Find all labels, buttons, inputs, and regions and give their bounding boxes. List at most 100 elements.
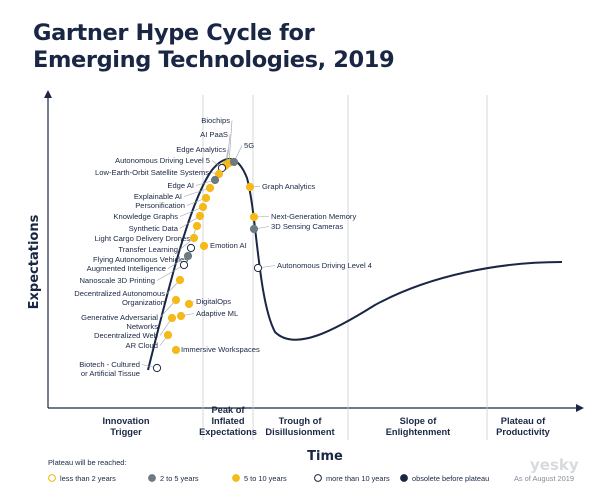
legend-swatch [48, 474, 56, 482]
tech-label: Edge Analytics [176, 145, 226, 154]
tech-synthetic-data: Synthetic Data [129, 211, 205, 233]
hype-curve [147, 158, 563, 371]
phase-3: Trough of Disillusionment [265, 416, 334, 437]
phase-labels: Innovation Trigger Peak of Inflated Expectat… [103, 405, 551, 437]
tech-label: Biotech - Cultured or Artificial Tissue [79, 360, 140, 378]
tech-label: Explainable AI [134, 192, 182, 201]
tech-label: AI PaaS [200, 130, 228, 139]
tech-label: Biochips [201, 116, 230, 125]
y-axis-arrow [44, 90, 52, 98]
tech-marker [210, 175, 220, 185]
tech-marker [183, 251, 193, 261]
tech-marker [163, 330, 173, 340]
legend-item: 5 to 10 years [232, 474, 287, 483]
tech-explainable-ai: Explainable AI [134, 183, 215, 201]
tech-label: Immersive Workspaces [181, 345, 260, 354]
tech-immersive-workspaces: Immersive Workspaces [171, 345, 260, 355]
tech-edge-ai: Edge AI [167, 175, 220, 190]
legend-label: obsolete before plateau [412, 474, 489, 483]
tech-marker [214, 169, 224, 179]
legend-item: more than 10 years [314, 474, 390, 483]
technology-markers: Biochips AI PaaS Edge Analytics Autonomous … [74, 116, 372, 378]
tech-label: Decentralized Autonomous Organization [74, 289, 165, 307]
chart-title: Gartner Hype Cycle for Emerging Technolo… [33, 20, 395, 74]
legend-date: As of August 2019 [514, 474, 574, 483]
watermark: yesky [530, 456, 579, 474]
tech-label: Transfer Learning [118, 245, 178, 254]
tech-label: Adaptive ML [196, 309, 238, 318]
tech-label: Personification [135, 201, 185, 210]
tech-marker [249, 212, 259, 222]
tech-generative-adversarial-networks: Generative Adversarial Networks [81, 295, 181, 331]
phase-1: Innovation Trigger [103, 416, 150, 437]
tech-knowledge-graphs: Knowledge Graphs [113, 202, 208, 221]
tech-decentralized-autonomous-organization: Decentralized Autonomous Organization [74, 275, 185, 307]
title-line-1: Gartner Hype Cycle for [33, 20, 315, 46]
tech-label: 3D Sensing Cameras [271, 222, 343, 231]
tech-marker [186, 243, 196, 253]
legend: less than 2 years 2 to 5 years 5 to 10 yea… [48, 474, 489, 483]
tech-graph-analytics: Graph Analytics [245, 182, 315, 192]
leader-line [156, 264, 185, 281]
tech-digitalops: DigitalOps [184, 297, 231, 309]
tech-marker [205, 183, 215, 193]
legend-swatch [400, 474, 408, 482]
tech-label: Flying Autonomous Vehicles [93, 255, 188, 264]
tech-marker [171, 345, 181, 355]
leader-line [183, 187, 211, 197]
phase-5: Plateau of Productivity [496, 416, 551, 437]
tech-marker [253, 263, 263, 273]
x-axis-arrow [576, 404, 584, 412]
tech-label: Autonomous Driving Level 5 [115, 156, 210, 165]
legend-label: more than 10 years [326, 474, 390, 483]
legend-swatch [148, 474, 156, 482]
tech-marker [192, 221, 202, 231]
tech-marker [189, 233, 199, 243]
tech-adaptive-ml: Adaptive ML [176, 309, 238, 321]
legend-label: less than 2 years [60, 474, 116, 483]
legend-heading: Plateau will be reached: [48, 458, 126, 467]
tech-ar-cloud: AR Cloud [126, 330, 173, 350]
tech-label: Light Cargo Delivery Drones [95, 234, 191, 243]
leader-line [226, 134, 231, 165]
tech-decentralized-web: Decentralized Web [94, 313, 177, 340]
tech-label: Nanoscale 3D Printing [79, 276, 155, 285]
x-axis-label: Time [307, 449, 343, 464]
tech-marker [201, 193, 211, 203]
title-line-2: Emerging Technologies, 2019 [33, 47, 395, 73]
tech-emotion-ai: Emotion AI [199, 241, 247, 251]
tech-label: Synthetic Data [129, 224, 179, 233]
tech-marker [195, 211, 205, 221]
tech-personification: Personification [135, 193, 211, 210]
tech-marker [167, 313, 177, 323]
tech-label: Graph Analytics [262, 182, 315, 191]
tech-marker [198, 202, 208, 212]
legend-label: 5 to 10 years [244, 474, 287, 483]
tech-label: Next-Generation Memory [271, 212, 356, 221]
tech-label: DigitalOps [196, 297, 231, 306]
tech-label: Emotion AI [210, 241, 247, 250]
tech-marker [152, 363, 162, 373]
leader-line [179, 206, 204, 217]
tech-label: Generative Adversarial Networks [81, 313, 158, 331]
tech-next-generation-memory: Next-Generation Memory [249, 212, 356, 222]
tech-label: Low-Earth-Orbit Satellite Systems [95, 168, 209, 177]
tech-biotech-cultured-or-artificial-tissue: Biotech - Cultured or Artificial Tissue [79, 360, 162, 378]
tech-low-earth-orbit-satellite-systems: Low-Earth-Orbit Satellite Systems [95, 168, 224, 179]
tech-marker [184, 299, 194, 309]
tech-marker [245, 182, 255, 192]
phase-4: Slope of Enlightenment [386, 416, 451, 437]
phase-2: Peak of Inflated Expectations [199, 405, 257, 437]
legend-swatch [232, 474, 240, 482]
tech-marker [176, 311, 186, 321]
tech-label: AR Cloud [126, 341, 159, 350]
tech-marker [249, 224, 259, 234]
tech-label: Augmented Intelligence [87, 264, 166, 273]
legend-item: less than 2 years [48, 474, 116, 483]
tech-autonomous-driving-level-4: Autonomous Driving Level 4 [253, 261, 372, 273]
legend-item: obsolete before plateau [400, 474, 489, 483]
tech-label: 5G [244, 141, 254, 150]
tech-3d-sensing-cameras: 3D Sensing Cameras [249, 222, 343, 234]
tech-marker [229, 157, 239, 167]
